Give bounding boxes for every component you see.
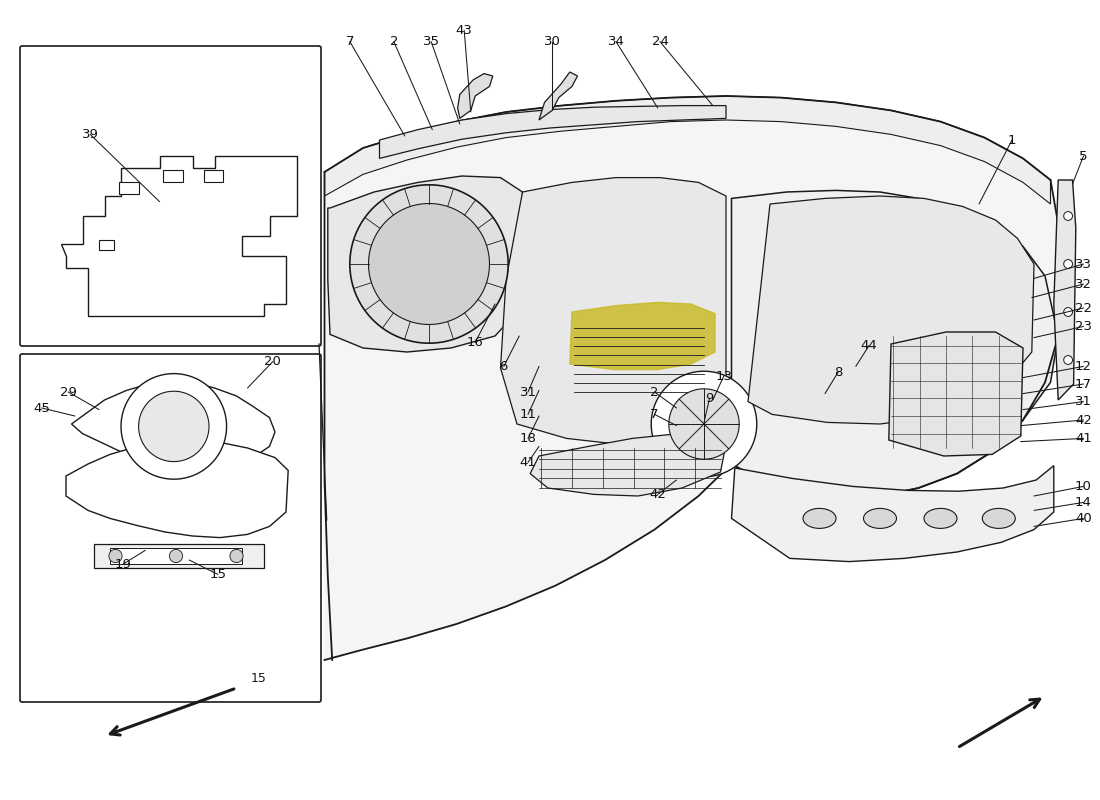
Polygon shape bbox=[1054, 180, 1076, 400]
Text: 11: 11 bbox=[519, 408, 537, 421]
Text: 10: 10 bbox=[1075, 480, 1092, 493]
Polygon shape bbox=[139, 391, 209, 462]
Text: 13: 13 bbox=[715, 370, 733, 382]
Polygon shape bbox=[66, 440, 288, 538]
Text: 31: 31 bbox=[519, 386, 537, 398]
Polygon shape bbox=[458, 74, 493, 118]
Circle shape bbox=[169, 550, 183, 562]
Text: 6: 6 bbox=[499, 360, 508, 373]
Polygon shape bbox=[121, 374, 227, 479]
Text: 20: 20 bbox=[264, 355, 282, 368]
Text: 45: 45 bbox=[33, 402, 51, 414]
Ellipse shape bbox=[924, 509, 957, 528]
Text: 34: 34 bbox=[607, 35, 625, 48]
Polygon shape bbox=[530, 434, 726, 496]
Text: 1: 1 bbox=[1008, 134, 1016, 146]
Polygon shape bbox=[94, 544, 264, 568]
Text: 33: 33 bbox=[1075, 258, 1092, 270]
Bar bbox=[99, 240, 114, 250]
Text: 2: 2 bbox=[650, 386, 659, 398]
Text: 7: 7 bbox=[650, 408, 659, 421]
Text: 5: 5 bbox=[1079, 150, 1088, 162]
Polygon shape bbox=[748, 196, 1034, 424]
Polygon shape bbox=[539, 72, 578, 120]
Text: 15: 15 bbox=[251, 672, 266, 685]
Polygon shape bbox=[324, 96, 1062, 660]
Circle shape bbox=[1064, 211, 1072, 220]
Text: 9: 9 bbox=[705, 392, 714, 405]
Polygon shape bbox=[732, 466, 1054, 562]
Text: 35: 35 bbox=[422, 35, 440, 48]
Polygon shape bbox=[651, 371, 757, 477]
Text: 12: 12 bbox=[1075, 360, 1092, 373]
Text: 17: 17 bbox=[1075, 378, 1092, 390]
Text: 8: 8 bbox=[834, 366, 843, 378]
Text: 19: 19 bbox=[114, 558, 132, 570]
Text: 22: 22 bbox=[1075, 302, 1092, 314]
Text: 24: 24 bbox=[651, 35, 669, 48]
Polygon shape bbox=[570, 302, 715, 370]
Text: 41: 41 bbox=[519, 456, 537, 469]
Text: 30: 30 bbox=[543, 35, 561, 48]
Text: 39: 39 bbox=[81, 128, 99, 141]
Text: 16: 16 bbox=[466, 336, 484, 349]
Polygon shape bbox=[110, 548, 242, 564]
Text: 18: 18 bbox=[519, 432, 537, 445]
Polygon shape bbox=[379, 106, 726, 158]
Polygon shape bbox=[669, 389, 739, 459]
Ellipse shape bbox=[803, 509, 836, 528]
Polygon shape bbox=[324, 96, 1050, 204]
Text: 2: 2 bbox=[389, 35, 398, 48]
Circle shape bbox=[109, 550, 122, 562]
Text: 44: 44 bbox=[860, 339, 878, 352]
Ellipse shape bbox=[864, 509, 896, 528]
Text: 42: 42 bbox=[649, 488, 667, 501]
Polygon shape bbox=[732, 190, 1058, 498]
Text: 31: 31 bbox=[1075, 395, 1092, 408]
Bar bbox=[163, 170, 183, 182]
Text: 32: 32 bbox=[1075, 278, 1092, 290]
Text: 29: 29 bbox=[59, 386, 77, 398]
Bar bbox=[119, 182, 139, 194]
Bar bbox=[204, 170, 223, 182]
Text: 40: 40 bbox=[1075, 512, 1092, 525]
Polygon shape bbox=[368, 203, 490, 325]
Polygon shape bbox=[500, 178, 726, 444]
Circle shape bbox=[1064, 259, 1072, 268]
Text: 7: 7 bbox=[345, 35, 354, 48]
Polygon shape bbox=[72, 381, 275, 470]
Text: 41: 41 bbox=[1075, 432, 1092, 445]
Ellipse shape bbox=[982, 509, 1015, 528]
Text: 15: 15 bbox=[209, 568, 227, 581]
Text: 43: 43 bbox=[455, 24, 473, 37]
Text: a passion for parts: a passion for parts bbox=[565, 452, 799, 476]
Polygon shape bbox=[328, 176, 522, 352]
Text: 14: 14 bbox=[1075, 496, 1092, 509]
Polygon shape bbox=[889, 332, 1023, 456]
Circle shape bbox=[230, 550, 243, 562]
Circle shape bbox=[1064, 355, 1072, 364]
FancyBboxPatch shape bbox=[20, 46, 321, 346]
Text: 42: 42 bbox=[1075, 414, 1092, 426]
Polygon shape bbox=[60, 156, 297, 316]
FancyBboxPatch shape bbox=[20, 354, 321, 702]
Polygon shape bbox=[350, 185, 508, 343]
Text: 23: 23 bbox=[1075, 320, 1092, 333]
Text: europarts: europarts bbox=[471, 347, 893, 421]
Circle shape bbox=[1064, 308, 1072, 316]
